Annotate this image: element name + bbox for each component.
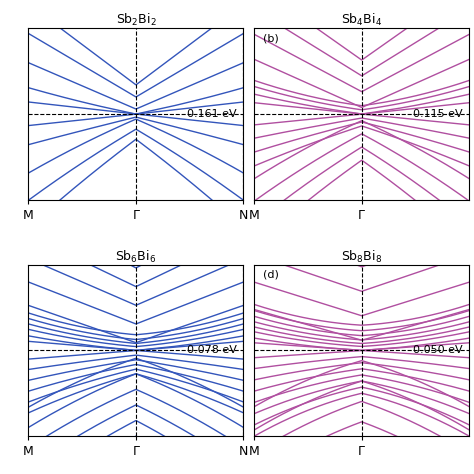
Text: 0.161 eV: 0.161 eV: [187, 109, 237, 119]
Title: Sb$_2$Bi$_2$: Sb$_2$Bi$_2$: [116, 12, 156, 28]
Text: (b): (b): [263, 34, 279, 44]
Title: Sb$_4$Bi$_4$: Sb$_4$Bi$_4$: [341, 12, 382, 28]
Text: 0.078 eV: 0.078 eV: [187, 345, 237, 356]
Title: Sb$_8$Bi$_8$: Sb$_8$Bi$_8$: [341, 249, 383, 265]
Title: Sb$_6$Bi$_6$: Sb$_6$Bi$_6$: [115, 249, 156, 265]
Text: (d): (d): [263, 270, 279, 280]
Text: 0.050 eV: 0.050 eV: [413, 345, 463, 356]
Text: 0.115 eV: 0.115 eV: [413, 109, 463, 119]
